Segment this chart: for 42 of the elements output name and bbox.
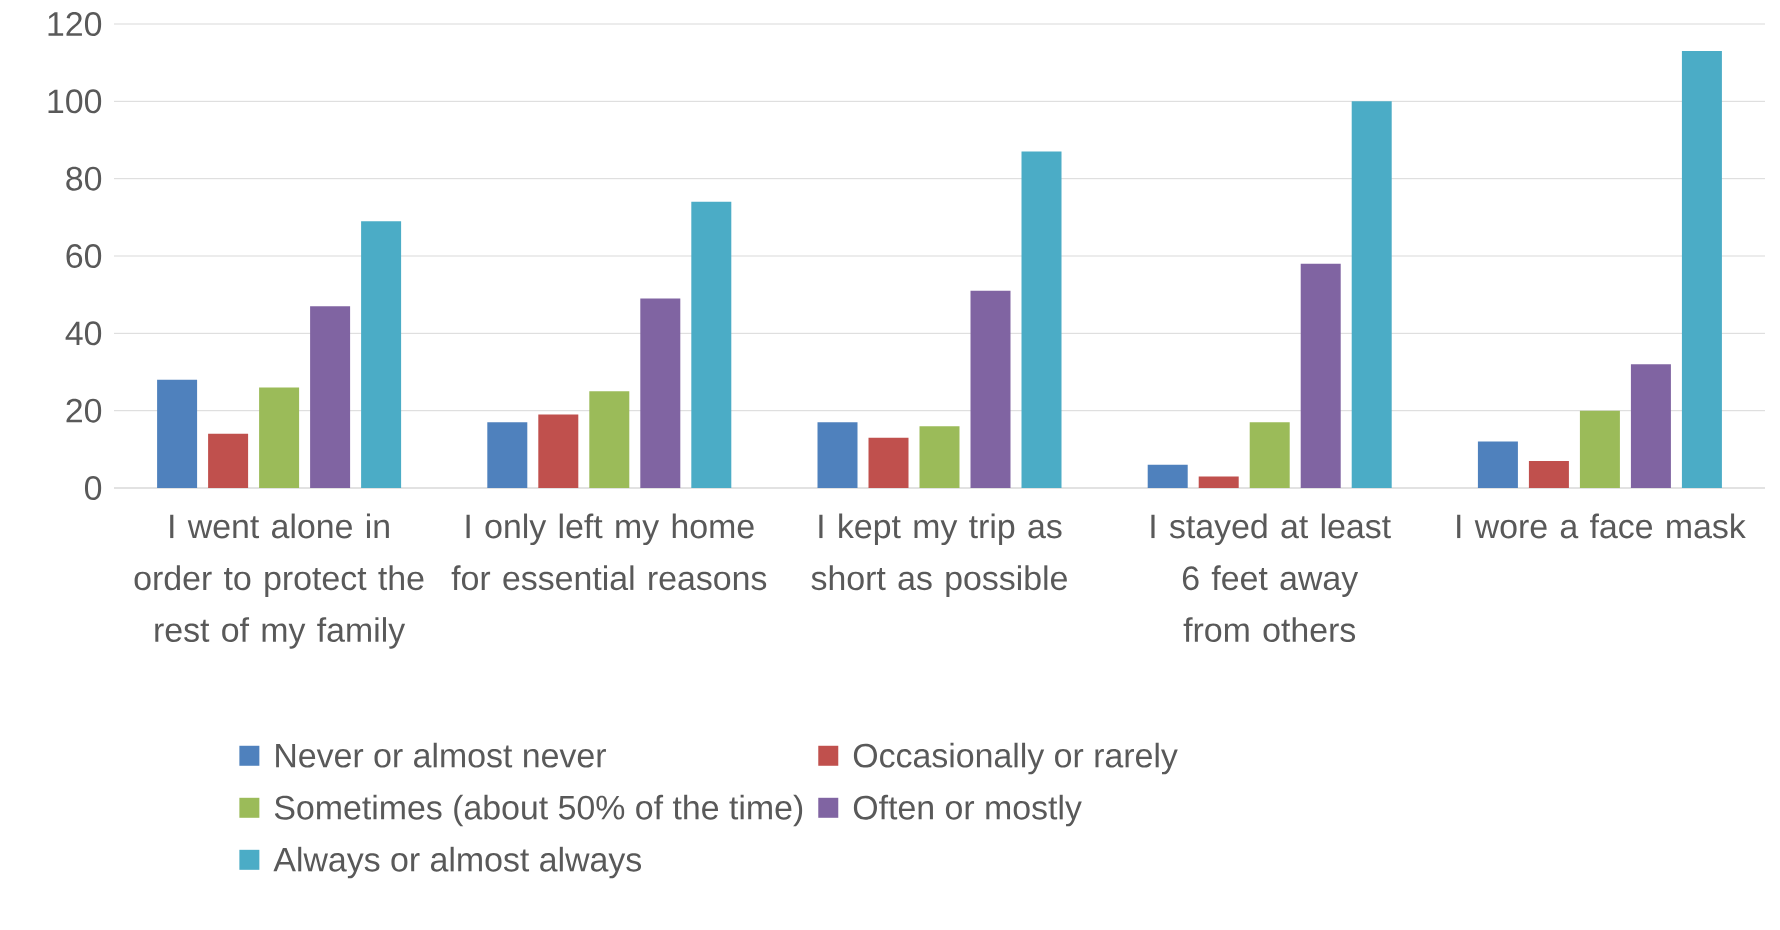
bar (589, 391, 630, 488)
x-tick-label: I stayed at least 6 feet away from others (1151, 513, 1391, 643)
bar (1630, 364, 1671, 488)
bar (1021, 151, 1062, 488)
bar (817, 422, 858, 488)
bar (970, 290, 1011, 488)
bar (259, 387, 300, 488)
legend-label: Sometimes (about 50% of the time) (274, 794, 803, 827)
bar (157, 379, 198, 488)
bar (1579, 410, 1620, 488)
legend-label: Occasionally or rarely (853, 742, 1178, 775)
bar (691, 201, 732, 488)
y-tick-label: 80 (66, 166, 102, 191)
bar (1477, 441, 1518, 488)
bar (1351, 101, 1392, 488)
legend-label: Always or almost always (273, 846, 642, 879)
bar (361, 221, 402, 488)
bar (640, 298, 681, 488)
bar (1300, 263, 1341, 488)
bar (487, 422, 528, 488)
y-tick-label: 0 (84, 476, 102, 500)
y-tick-label: 40 (65, 321, 102, 346)
legend-label: Never or almost never (276, 742, 606, 768)
x-tick-label: I only left my home for essential reasons (451, 513, 767, 591)
y-tick-label: 20 (66, 398, 102, 423)
y-tick-label: 60 (66, 244, 102, 268)
y-tick-label: 120 (48, 12, 102, 36)
bar (538, 414, 579, 488)
bar (868, 437, 909, 488)
bar (1249, 422, 1290, 488)
bar (1681, 51, 1722, 488)
bar (1198, 476, 1239, 488)
legend-label: Often or mostly (853, 794, 1082, 827)
bar (1528, 460, 1569, 488)
bar (208, 433, 249, 488)
x-tick-label: I wore a face mask (1457, 513, 1746, 539)
bar (1147, 464, 1188, 488)
y-tick-label: 100 (48, 89, 102, 114)
bar (919, 426, 960, 488)
bar (310, 306, 351, 488)
x-tick-label: I went alone in order to protect the rest of my family (134, 513, 424, 649)
x-tick-label: I kept my trip as short as possible (811, 513, 1067, 597)
